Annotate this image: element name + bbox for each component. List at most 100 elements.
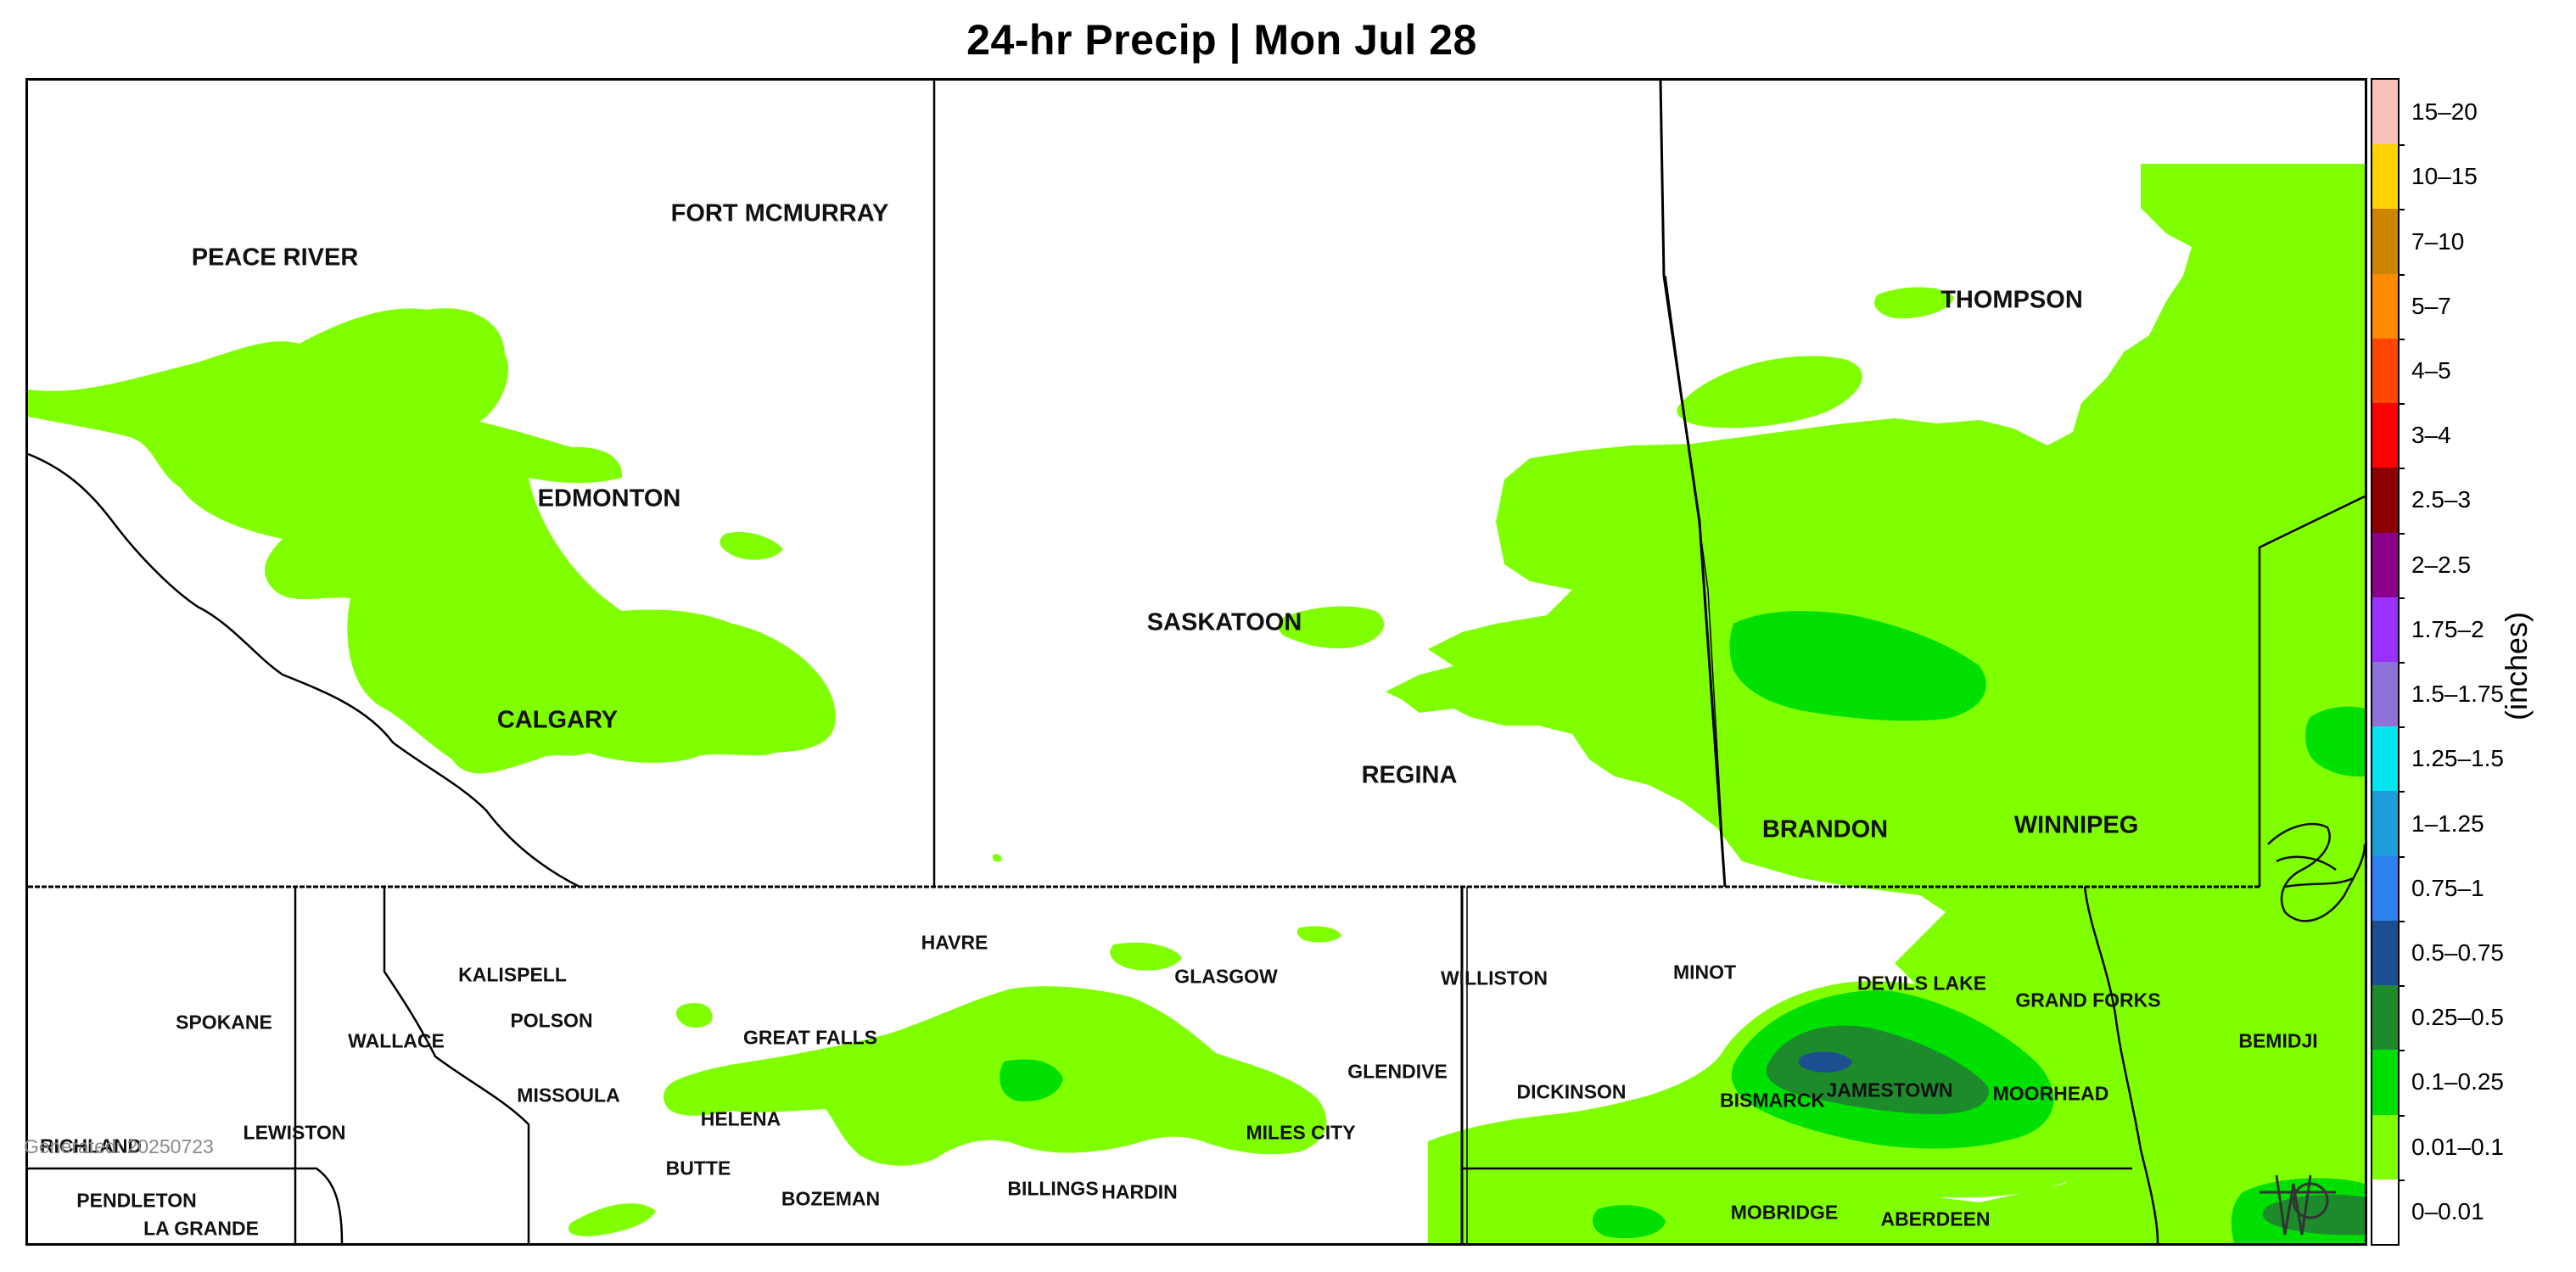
city-label: GLASGOW	[1174, 965, 1278, 988]
precip-area-dakotas-core	[1798, 1051, 1852, 1073]
city-label: JAMESTOWN	[1826, 1079, 1953, 1101]
legend-colorbar	[2371, 78, 2400, 1246]
station-logo	[2260, 1174, 2336, 1236]
city-label: MISSOULA	[517, 1084, 620, 1107]
legend-label: 4–5	[2411, 357, 2451, 384]
legend-tick	[2398, 985, 2405, 988]
city-label: BUTTE	[665, 1157, 731, 1180]
city-label: WALLACE	[348, 1029, 445, 1052]
city-label: MINOT	[1672, 961, 1737, 983]
precip-map[interactable]: PEACE RIVER FORT MCMURRAY EDMONTON CALGA…	[25, 78, 2367, 1246]
city-label: HAVRE	[921, 931, 988, 954]
legend-label: 3–4	[2411, 422, 2451, 449]
precip-area-sask-south	[992, 854, 1002, 862]
legend-label: 15–20	[2411, 98, 2478, 126]
city-label: DEVILS LAKE	[1856, 972, 1987, 995]
legend-tick	[2398, 468, 2405, 470]
city-label: MOORHEAD	[1992, 1082, 2109, 1105]
precip-area-edmonton-east	[720, 532, 783, 560]
legend-swatch	[2372, 662, 2398, 727]
legend-label: 2–2.5	[2411, 551, 2472, 578]
city-label: HELENA	[700, 1107, 781, 1130]
mb-on-border	[2258, 495, 2365, 887]
legend-swatch	[2372, 1114, 2398, 1180]
legend-label: 1–1.25	[2411, 810, 2484, 837]
legend-label: 10–15	[2411, 163, 2478, 190]
city-label: EDMONTON	[537, 485, 681, 513]
precip-area-glasgow	[1296, 926, 1341, 943]
city-label: FORT MCMURRAY	[670, 199, 889, 227]
precip-area-thompson-east	[1874, 287, 1954, 319]
legend-swatch	[2372, 403, 2398, 468]
legend-label: 5–7	[2411, 292, 2451, 319]
legend-swatch	[2372, 985, 2398, 1051]
city-label: GREAT FALLS	[742, 1026, 878, 1049]
sk-mb-border-offset	[1665, 275, 1726, 888]
city-label: LEWISTON	[243, 1121, 346, 1144]
id-mt-border	[383, 887, 530, 1243]
city-label: BOZEMAN	[781, 1187, 881, 1210]
legend-tick	[2398, 1114, 2405, 1117]
legend-swatch	[2372, 1179, 2398, 1245]
legend-swatch	[2372, 80, 2398, 145]
nd-mn-border	[2083, 886, 2159, 1243]
city-label: GRAND FORKS	[2015, 989, 2161, 1011]
city-label: BISMARCK	[1720, 1089, 1825, 1112]
city-label: THOMPSON	[1940, 286, 2083, 314]
precip-area-great-falls	[675, 1002, 713, 1028]
borders	[28, 81, 2365, 1243]
precip-area-montana	[663, 986, 1327, 1166]
units-label: (inches)	[2499, 611, 2534, 721]
legend-label: 1.5–1.75	[2411, 681, 2504, 708]
legend-swatch	[2372, 597, 2398, 663]
legend-swatch	[2372, 791, 2398, 857]
legend-swatch	[2372, 726, 2398, 792]
city-label: REGINA	[1361, 761, 1458, 789]
precip-area-butte	[568, 1203, 656, 1236]
legend-swatch	[2372, 1050, 2398, 1116]
precip-area-alberta	[28, 308, 836, 774]
legend-label: 1.75–2	[2411, 615, 2484, 642]
legend-swatch	[2372, 273, 2398, 339]
legend-tick	[2398, 855, 2405, 858]
city-label: MOBRIDGE	[1730, 1201, 1839, 1224]
legend-swatch	[2372, 209, 2398, 275]
city-label: DICKINSON	[1516, 1080, 1627, 1103]
city-label: SPOKANE	[176, 1011, 272, 1034]
city-label: PEACE RIVER	[191, 244, 359, 272]
city-label: WINNIPEG	[2013, 811, 2139, 839]
legend-label: 7–10	[2411, 227, 2465, 255]
legend-label: 0.1–0.25	[2411, 1068, 2504, 1095]
legend-label: 0.25–0.5	[2411, 1004, 2504, 1031]
legend-tick	[2398, 338, 2405, 340]
legend-tick	[2398, 662, 2405, 664]
legend-tick	[2398, 144, 2405, 147]
precip-area-dakotas-south	[1593, 1205, 1666, 1239]
legend-swatch	[2372, 920, 2398, 986]
precip-area-montana-core	[1000, 1059, 1063, 1101]
precip-area-alberta-south	[467, 733, 483, 748]
legend-tick	[2398, 1050, 2405, 1052]
city-label: BEMIDJI	[2238, 1029, 2318, 1052]
legend-tick	[2398, 273, 2405, 276]
wa-or-border	[28, 1167, 344, 1243]
legend-tick	[2398, 209, 2405, 211]
precip-area-ontario-edge	[2305, 706, 2365, 777]
legend-swatch	[2372, 855, 2398, 922]
legend-label: 0.75–1	[2411, 874, 2484, 901]
city-label: MILES CITY	[1246, 1121, 1356, 1144]
city-label: GLENDIVE	[1347, 1060, 1448, 1083]
legend-label: 0.01–0.1	[2411, 1133, 2504, 1160]
legend-label: 0–0.01	[2411, 1197, 2484, 1224]
city-label: LA GRANDE	[143, 1217, 259, 1240]
city-label: CALGARY	[496, 706, 619, 734]
legend-swatch	[2372, 468, 2398, 534]
legend-swatch	[2372, 338, 2398, 404]
legend-tick	[2398, 403, 2405, 406]
precip-area-minnesota-heavy	[2262, 1194, 2365, 1236]
city-label: HARDIN	[1101, 1180, 1178, 1203]
city-label: PENDLETON	[76, 1189, 197, 1212]
city-label: BILLINGS	[1007, 1177, 1099, 1200]
city-label: RICHLAND	[39, 1135, 143, 1157]
precip-area-manitoba-mid	[1729, 611, 1986, 721]
